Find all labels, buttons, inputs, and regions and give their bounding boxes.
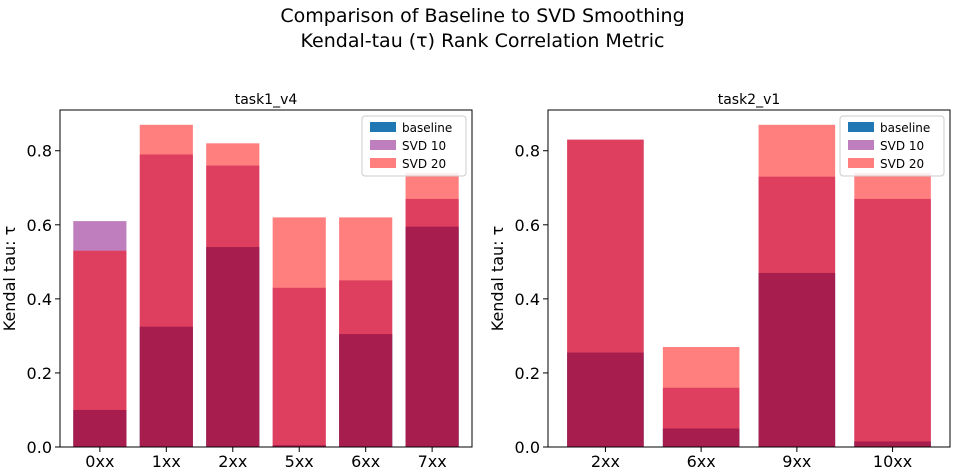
y-axis-label: Kendal tau: τ [0,226,19,332]
legend-swatch [370,140,396,150]
chart-title: task2_v1 [718,92,781,108]
y-tick-label: 0.4 [515,290,540,309]
chart-task2-v1: 0.0 0.2 0.4 0.6 0.8 2xx 6xx 9xx 10xx task2_v1 Kend… [488,92,951,471]
x-tick-label: 5xx [285,452,314,471]
x-tick-label: 1xx [152,452,181,471]
legend-swatch [848,140,874,150]
y-tick-label: 0.2 [27,364,52,383]
x-tick-label: 2xx [218,452,247,471]
y-tick-label: 0.2 [515,364,540,383]
chart-title: task1_v4 [235,92,298,108]
axes-frame [547,109,951,448]
x-tick-label: 2xx [591,452,620,471]
legend-entry: baseline [402,121,452,135]
legend-swatch [848,122,874,132]
bar-svd20-0xx [73,250,127,447]
bar-svd20-6xx [339,217,393,447]
bar-svd20-9xx [758,124,836,447]
legend-swatch [848,158,874,168]
axes-frame [59,109,473,448]
chart-task1-v4: 0.0 0.2 0.4 0.6 0.8 0xx 1xx 2xx 5xx 6xx 7xx task1_v… [0,92,473,471]
bar-svd20-7xx [405,172,459,447]
y-tick-label: 0.6 [515,216,540,235]
x-tick-label: 10xx [873,452,912,471]
y-tick-label: 0.8 [515,142,540,161]
bar-svd20-2xx [567,139,644,447]
y-tick-label: 0.6 [27,216,52,235]
legend-swatch [370,122,396,132]
y-tick-label: 0.4 [27,290,52,309]
y-tick-label: 0.0 [27,438,52,457]
bar-svd20-6xx [662,347,740,447]
y-tick-label: 0.8 [27,142,52,161]
legend-entry: SVD 10 [880,139,924,153]
bar-svd20-1xx [139,124,193,447]
bar-svd20-2xx [206,143,260,447]
figure-title-line1: Comparison of Baseline to SVD Smoothing [280,5,684,27]
x-tick-label: 6xx [351,452,380,471]
legend-entry: SVD 20 [402,157,446,171]
x-tick-label: 6xx [687,452,716,471]
legend-entry: SVD 20 [880,157,924,171]
y-tick-label: 0.0 [515,438,540,457]
x-tick-label: 7xx [418,452,447,471]
y-axis-label: Kendal tau: τ [488,226,507,332]
legend-entry: baseline [880,121,930,135]
x-tick-label: 9xx [782,452,811,471]
legend-entry: SVD 10 [402,139,446,153]
x-tick-label: 0xx [85,452,114,471]
bar-svd20-10xx [854,172,931,447]
figure-title-line2: Kendal-tau (τ) Rank Correlation Metric [301,30,665,52]
legend-swatch [370,158,396,168]
bar-svd20-5xx [272,217,326,447]
